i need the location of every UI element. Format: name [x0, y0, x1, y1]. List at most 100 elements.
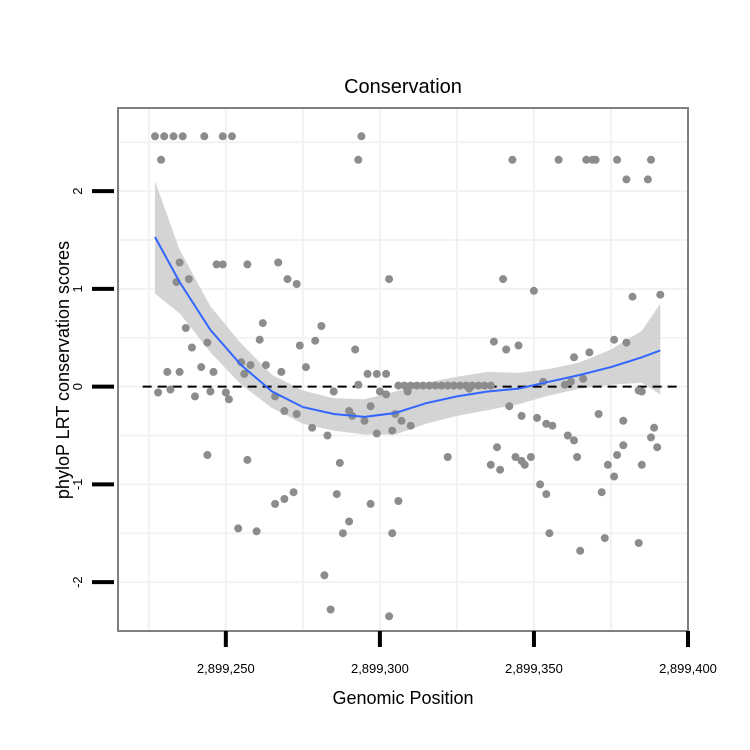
data-point [613, 451, 622, 459]
data-point [449, 381, 458, 390]
data-point [280, 407, 289, 415]
data-point [382, 390, 391, 399]
data-point [323, 431, 332, 440]
data-point [493, 443, 501, 452]
data-point [634, 539, 643, 547]
data-point [647, 155, 655, 164]
data-point [514, 341, 523, 350]
data-point [255, 335, 264, 344]
data-point [526, 453, 535, 461]
data-point [385, 275, 394, 284]
data-point [385, 612, 394, 621]
data-point [462, 381, 471, 390]
data-point [274, 258, 283, 267]
data-point [619, 416, 628, 425]
data-point [579, 374, 588, 383]
data-point [622, 338, 631, 347]
data-point [258, 319, 267, 328]
data-point [582, 155, 591, 164]
data-point [320, 571, 329, 580]
x-tick-label: 2,899,300 [351, 661, 409, 676]
data-point [517, 411, 526, 420]
data-point [332, 490, 341, 499]
x-axis-title: Genomic Position [332, 688, 473, 708]
data-point [363, 369, 372, 378]
data-point [292, 410, 301, 418]
y-tick-label: 0 [70, 383, 85, 390]
data-point [354, 155, 363, 164]
data-point [647, 433, 655, 442]
y-axis: -2 -1 0 1 2 [70, 187, 114, 588]
data-point [610, 472, 619, 481]
data-point [496, 465, 505, 474]
data-point [419, 381, 427, 390]
data-point [656, 290, 665, 299]
data-point [610, 335, 619, 344]
data-point [163, 367, 172, 376]
data-point [221, 388, 230, 397]
data-point [175, 367, 184, 376]
data-point [382, 369, 391, 378]
data-point [203, 451, 212, 459]
data-point [563, 431, 572, 440]
confidence-ribbon [155, 181, 661, 435]
data-point [573, 453, 582, 461]
data-point [289, 488, 298, 497]
data-point [499, 275, 508, 284]
data-point [209, 367, 218, 376]
data-point [301, 363, 310, 372]
data-point [585, 348, 594, 357]
data-point [191, 392, 199, 401]
data-point [628, 292, 637, 301]
data-point [619, 441, 628, 450]
data-point [570, 436, 578, 445]
data-point [542, 490, 551, 499]
data-point [489, 337, 498, 346]
data-point [437, 381, 446, 390]
data-point [335, 458, 344, 467]
data-point [181, 324, 190, 332]
data-point [243, 455, 252, 464]
data-point [160, 132, 169, 141]
data-point [622, 175, 631, 184]
data-point [456, 381, 464, 390]
data-point [218, 260, 227, 269]
data-point [187, 343, 196, 352]
data-point [570, 353, 578, 362]
chart-title: Conservation [344, 76, 462, 98]
data-point [597, 488, 606, 497]
data-point [357, 132, 366, 141]
data-point [600, 534, 609, 543]
y-tick-label: 2 [70, 187, 85, 194]
data-point [372, 369, 381, 378]
data-point [566, 377, 575, 386]
confidence-ribbon-layer [155, 181, 661, 435]
data-point [154, 388, 163, 397]
data-point [166, 385, 175, 394]
data-point [533, 413, 541, 422]
data-point [443, 453, 452, 461]
data-point [366, 402, 375, 411]
data-point [650, 423, 659, 432]
data-point [388, 529, 397, 538]
data-point [474, 381, 483, 390]
data-point [637, 387, 646, 396]
data-points [151, 132, 665, 621]
data-point [502, 345, 511, 354]
data-point [308, 423, 317, 432]
data-point [228, 132, 236, 141]
data-point [243, 260, 252, 269]
data-point [613, 155, 622, 164]
data-point [548, 421, 557, 430]
data-point [536, 480, 545, 489]
data-point [603, 460, 612, 469]
data-point [252, 527, 261, 536]
x-tick-label: 2,899,250 [197, 661, 255, 676]
y-tick-label: -2 [70, 576, 85, 588]
y-axis-title: phyloP LRT conservation scores [53, 241, 73, 499]
data-point [406, 381, 415, 390]
data-point [280, 495, 289, 503]
data-point [425, 381, 434, 390]
data-point [468, 381, 477, 390]
